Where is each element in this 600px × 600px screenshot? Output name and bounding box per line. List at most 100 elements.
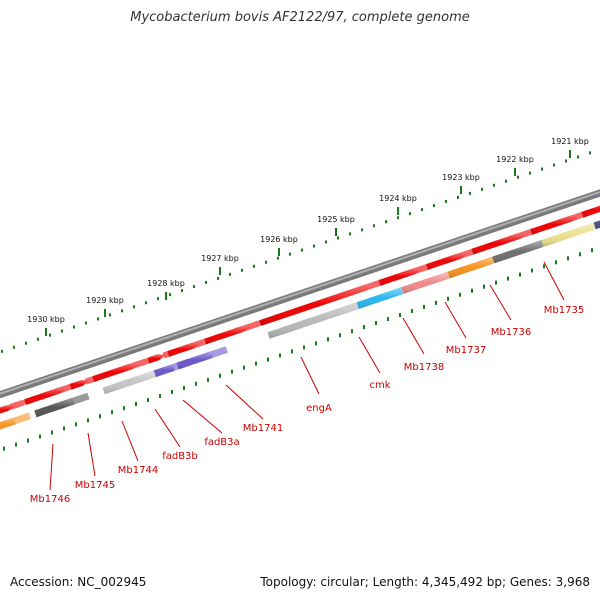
scale-dot xyxy=(577,155,579,159)
scale-dot xyxy=(97,317,99,321)
scale-dot xyxy=(565,159,567,163)
scale-dot xyxy=(289,252,291,256)
scale-dot xyxy=(145,301,147,305)
scale-dot xyxy=(61,329,63,333)
forward-strand-features xyxy=(0,205,600,414)
scale-dot xyxy=(181,289,183,293)
gene-label-mb1746: Mb1746 xyxy=(30,494,70,505)
gene-label-cmk: cmk xyxy=(369,380,390,391)
gene-label-mb1735: Mb1735 xyxy=(544,305,584,316)
scale-dot xyxy=(361,228,363,232)
scale-dot xyxy=(301,248,303,252)
gene-label-enga: engA xyxy=(306,403,332,414)
kbp-label-1923: 1923 kbp xyxy=(442,173,480,182)
forward-cds-12 xyxy=(581,205,600,218)
kbp-label-1926: 1926 kbp xyxy=(260,235,298,244)
gene-label-mb1738: Mb1738 xyxy=(404,362,444,373)
gene-mb1746 xyxy=(0,412,31,430)
map-title: Mycobacterium bovis AF2122/97, complete … xyxy=(130,10,470,25)
kbp-label-1922: 1922 kbp xyxy=(496,155,534,164)
leader-line-fadb3b xyxy=(154,408,181,448)
kbp-label-1924: 1924 kbp xyxy=(379,194,417,203)
scale-dot xyxy=(85,321,87,325)
scale-dot xyxy=(469,191,471,195)
gene-fadb3b xyxy=(176,346,228,370)
backbone-ring xyxy=(0,189,600,399)
leader-line-mb1737 xyxy=(444,301,467,339)
scale-dot xyxy=(409,212,411,216)
reverse-strand-features xyxy=(0,220,600,430)
kbp-label-1928: 1928 kbp xyxy=(147,279,185,288)
scale-dot xyxy=(481,187,483,191)
leader-line-fadb3a xyxy=(182,399,223,434)
scale-dot xyxy=(49,333,51,337)
scale-dot xyxy=(229,272,231,276)
scale-dot xyxy=(169,293,171,297)
scale-dot xyxy=(433,204,435,208)
scale-dot xyxy=(553,163,555,167)
scale-dot xyxy=(445,199,447,203)
scale-dot xyxy=(373,224,375,228)
gene-mb1735 xyxy=(593,220,600,230)
scale-dot xyxy=(589,151,591,155)
leader-line-mb1738 xyxy=(402,317,425,355)
gene-mb1745 xyxy=(34,392,90,418)
gene-mb1736 xyxy=(541,220,600,247)
scale-dot xyxy=(457,195,459,199)
leader-line-mb1746 xyxy=(49,443,54,491)
scale-dot xyxy=(25,341,27,345)
forward-cds-6 xyxy=(204,320,268,345)
scale-dot xyxy=(337,236,339,240)
scale-dot xyxy=(13,345,15,349)
scale-dot xyxy=(217,276,219,280)
scale-dot xyxy=(253,264,255,268)
kbp-label-1930: 1930 kbp xyxy=(27,315,65,324)
scale-dot xyxy=(325,240,327,244)
scale-dot xyxy=(73,325,75,329)
forward-cds-3 xyxy=(92,358,156,382)
scale-dot xyxy=(277,256,279,260)
scale-dot xyxy=(37,337,39,341)
gene-label-mb1741: Mb1741 xyxy=(243,423,283,434)
scale-dot xyxy=(397,216,399,220)
scale-dot xyxy=(517,175,519,179)
leader-line-mb1744 xyxy=(121,420,139,462)
leader-line-mb1741 xyxy=(225,384,264,420)
scale-dot xyxy=(157,297,159,301)
scale-dot xyxy=(193,285,195,289)
scale-dot xyxy=(241,268,243,272)
leader-line-mb1745 xyxy=(87,432,96,477)
forward-cds-7 xyxy=(259,279,391,326)
genome-summary-text: Topology: circular; Length: 4,345,492 bp… xyxy=(260,575,590,589)
lower-scale-ticks xyxy=(3,248,593,451)
forward-cds-10 xyxy=(471,228,543,255)
scale-dot xyxy=(385,220,387,224)
scale-dot xyxy=(205,280,207,284)
scale-dot xyxy=(529,171,531,175)
scale-dot xyxy=(133,305,135,309)
kbp-label-1927: 1927 kbp xyxy=(201,254,239,263)
scale-dot xyxy=(493,183,495,187)
gene-mb1741 xyxy=(267,297,373,339)
scale-dot xyxy=(313,244,315,248)
accession-text: Accession: NC_002945 xyxy=(10,575,147,589)
scale-dot xyxy=(349,232,351,236)
leader-line-mb1735 xyxy=(543,261,565,301)
scale-dot xyxy=(505,179,507,183)
kbp-label-1925: 1925 kbp xyxy=(317,215,355,224)
gene-label-mb1744: Mb1744 xyxy=(118,465,158,476)
scale-dot xyxy=(541,167,543,171)
scale-dot xyxy=(109,313,111,317)
scale-dot xyxy=(421,208,423,212)
scale-dot xyxy=(1,349,3,353)
scale-dot xyxy=(121,309,123,313)
kbp-label-1921: 1921 kbp xyxy=(551,137,589,146)
gene-label-mb1737: Mb1737 xyxy=(446,345,486,356)
leader-line-mb1736 xyxy=(489,284,512,321)
leader-line-cmk xyxy=(358,336,381,374)
kbp-scale: 1921 kbp 1922 kbp 1923 kbp 1924 kbp 1925 kbp… xyxy=(1,137,591,353)
gene-label-fadb3a: fadB3a xyxy=(204,437,239,448)
